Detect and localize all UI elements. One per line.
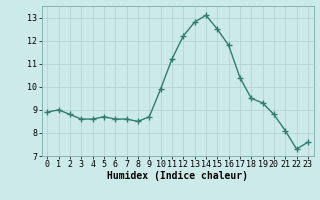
X-axis label: Humidex (Indice chaleur): Humidex (Indice chaleur)	[107, 171, 248, 181]
